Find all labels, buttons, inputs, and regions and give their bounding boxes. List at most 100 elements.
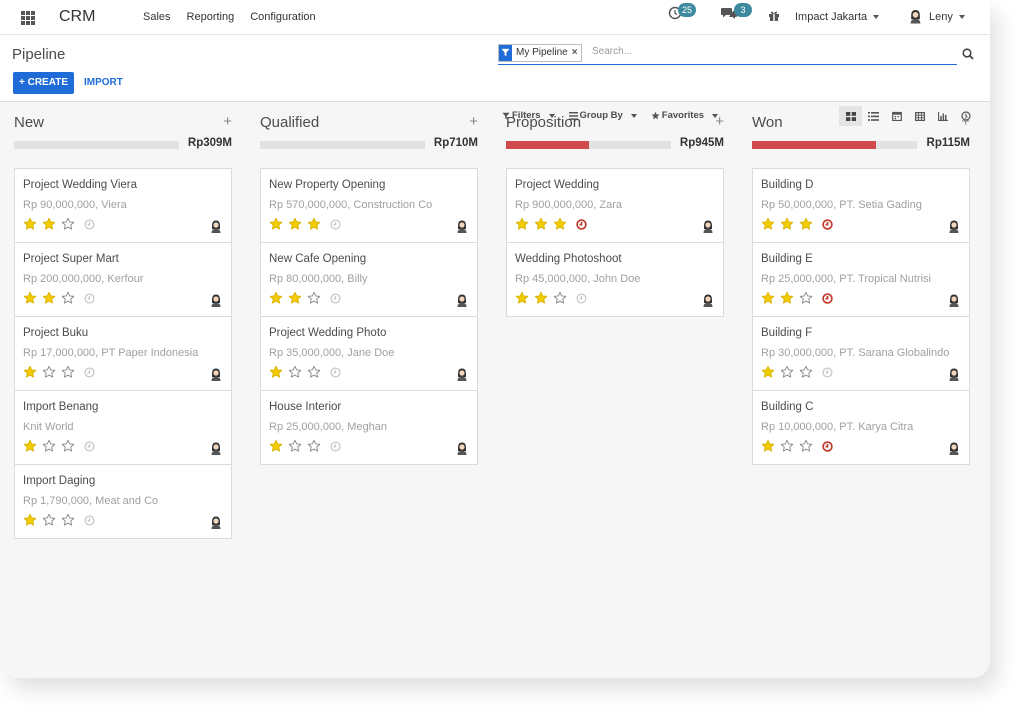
salesperson-avatar-icon[interactable] — [702, 220, 714, 233]
star-filled-icon[interactable] — [269, 439, 283, 453]
column-progress-bar[interactable] — [506, 141, 671, 149]
activity-view-button[interactable] — [954, 106, 977, 126]
salesperson-avatar-icon[interactable] — [210, 368, 222, 381]
kanban-card[interactable]: Building E Rp 25,000,000, PT. Tropical Nu… — [753, 243, 969, 317]
column-title[interactable]: Proposition — [506, 114, 582, 131]
kanban-card[interactable]: New Cafe Opening Rp 80,000,000, Billy — [261, 243, 477, 317]
kanban-card[interactable]: Project Wedding Photo Rp 35,000,000, Jane… — [261, 317, 477, 391]
salesperson-avatar-icon[interactable] — [456, 368, 468, 381]
activity-clock-icon[interactable] — [84, 218, 95, 230]
company-switcher[interactable]: Impact Jakarta — [795, 11, 880, 23]
star-empty-icon[interactable] — [61, 291, 75, 305]
kanban-card[interactable]: Building F Rp 30,000,000, PT. Sarana Glob… — [753, 317, 969, 391]
kanban-card[interactable]: Project Wedding Rp 900,000,000, Zara — [507, 169, 723, 243]
pivot-view-button[interactable] — [908, 106, 931, 126]
star-empty-icon[interactable] — [799, 291, 813, 305]
star-filled-icon[interactable] — [23, 365, 37, 379]
salesperson-avatar-icon[interactable] — [948, 442, 960, 455]
star-empty-icon[interactable] — [307, 365, 321, 379]
salesperson-avatar-icon[interactable] — [702, 294, 714, 307]
list-view-button[interactable] — [862, 106, 885, 126]
star-filled-icon[interactable] — [23, 217, 37, 231]
column-add-icon[interactable]: + — [715, 113, 724, 130]
kanban-card[interactable]: Wedding Photoshoot Rp 45,000,000, John Do… — [507, 243, 723, 316]
messaging-menu[interactable]: 3 — [720, 3, 752, 20]
column-title[interactable]: Qualified — [260, 114, 320, 131]
salesperson-avatar-icon[interactable] — [210, 294, 222, 307]
star-empty-icon[interactable] — [61, 439, 75, 453]
kanban-card[interactable]: Import Daging Rp 1,790,000, Meat and Co — [15, 465, 231, 538]
star-empty-icon[interactable] — [307, 291, 321, 305]
column-title[interactable]: Won — [752, 114, 783, 131]
activity-overdue-icon[interactable] — [822, 218, 833, 230]
salesperson-avatar-icon[interactable] — [948, 368, 960, 381]
activity-clock-icon[interactable] — [84, 292, 95, 304]
star-filled-icon[interactable] — [534, 291, 548, 305]
star-empty-icon[interactable] — [307, 439, 321, 453]
app-name[interactable]: CRM — [59, 8, 96, 25]
column-title[interactable]: New — [14, 114, 45, 131]
kanban-card[interactable]: Project Wedding Viera Rp 90,000,000, Vier… — [15, 169, 231, 243]
column-progress-bar[interactable] — [260, 141, 425, 149]
facet-remove-icon[interactable]: × — [571, 47, 578, 58]
column-add-icon[interactable]: + — [223, 113, 232, 130]
activity-clock-icon[interactable] — [84, 514, 95, 526]
star-empty-icon[interactable] — [799, 365, 813, 379]
star-empty-icon[interactable] — [288, 365, 302, 379]
star-filled-icon[interactable] — [761, 365, 775, 379]
column-progress-bar[interactable] — [14, 141, 179, 149]
search-input[interactable] — [592, 46, 952, 57]
kanban-card[interactable]: Import Benang Knit World — [15, 391, 231, 465]
star-filled-icon[interactable] — [799, 217, 813, 231]
kanban-card[interactable]: New Property Opening Rp 570,000,000, Cons… — [261, 169, 477, 243]
activity-overdue-icon[interactable] — [576, 218, 587, 230]
star-filled-icon[interactable] — [761, 217, 775, 231]
import-button[interactable]: IMPORT — [84, 77, 123, 88]
kanban-card[interactable]: Project Buku Rp 17,000,000, PT Paper Indo… — [15, 317, 231, 391]
activity-clock-icon[interactable] — [330, 218, 341, 230]
star-filled-icon[interactable] — [761, 291, 775, 305]
salesperson-avatar-icon[interactable] — [456, 294, 468, 307]
star-empty-icon[interactable] — [42, 365, 56, 379]
salesperson-avatar-icon[interactable] — [456, 442, 468, 455]
star-empty-icon[interactable] — [288, 439, 302, 453]
salesperson-avatar-icon[interactable] — [456, 220, 468, 233]
filters-dropdown[interactable]: Filters — [502, 110, 555, 121]
star-filled-icon[interactable] — [534, 217, 548, 231]
star-filled-icon[interactable] — [23, 291, 37, 305]
column-progress-bar[interactable] — [752, 141, 917, 149]
star-filled-icon[interactable] — [761, 439, 775, 453]
kanban-card[interactable]: Building D Rp 50,000,000, PT. Setia Gadin… — [753, 169, 969, 243]
star-empty-icon[interactable] — [42, 439, 56, 453]
salesperson-avatar-icon[interactable] — [210, 220, 222, 233]
menu-item-sales[interactable]: Sales — [143, 11, 171, 23]
star-filled-icon[interactable] — [42, 217, 56, 231]
star-empty-icon[interactable] — [61, 217, 75, 231]
column-add-icon[interactable]: + — [961, 113, 970, 130]
star-empty-icon[interactable] — [61, 513, 75, 527]
star-empty-icon[interactable] — [61, 365, 75, 379]
create-button[interactable]: + CREATE — [13, 72, 74, 94]
star-filled-icon[interactable] — [780, 217, 794, 231]
search-icon[interactable] — [962, 47, 974, 60]
star-empty-icon[interactable] — [780, 439, 794, 453]
star-filled-icon[interactable] — [23, 439, 37, 453]
user-menu[interactable]: Leny — [909, 9, 965, 24]
gift-icon[interactable] — [768, 10, 780, 22]
salesperson-avatar-icon[interactable] — [210, 516, 222, 529]
star-filled-icon[interactable] — [269, 217, 283, 231]
activity-clock-icon[interactable] — [330, 440, 341, 452]
star-filled-icon[interactable] — [42, 291, 56, 305]
activity-clock-icon[interactable] — [330, 292, 341, 304]
calendar-view-button[interactable] — [885, 106, 908, 126]
star-filled-icon[interactable] — [269, 365, 283, 379]
kanban-card[interactable]: House Interior Rp 25,000,000, Meghan — [261, 391, 477, 464]
activities-menu[interactable]: 25 — [668, 3, 697, 20]
star-filled-icon[interactable] — [307, 217, 321, 231]
activity-overdue-icon[interactable] — [822, 440, 833, 452]
activity-overdue-icon[interactable] — [822, 292, 833, 304]
star-filled-icon[interactable] — [780, 291, 794, 305]
column-add-icon[interactable]: + — [469, 113, 478, 130]
salesperson-avatar-icon[interactable] — [948, 220, 960, 233]
activity-clock-icon[interactable] — [84, 440, 95, 452]
